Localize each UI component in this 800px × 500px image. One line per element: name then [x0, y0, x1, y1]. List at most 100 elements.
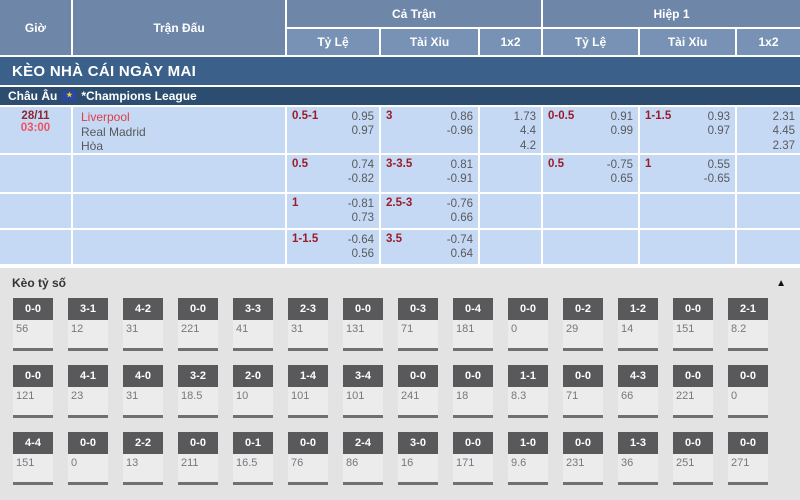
home-team-name[interactable]: Liverpool	[81, 110, 130, 124]
ft-overunder-cell[interactable]: 2.5-3 -0.76 0.66	[381, 194, 478, 228]
score-odds-cell[interactable]: 4-4 151	[13, 432, 53, 485]
handicap-value: 0-0.5	[548, 110, 575, 122]
odds-values: 0.95 0.97	[352, 110, 374, 153]
odds-value: -0.64	[347, 234, 374, 246]
h1-handicap-cell[interactable]: 0-0.5 0.91 0.99	[543, 107, 638, 153]
h1-overunder-cell[interactable]: 1 0.55 -0.65	[640, 155, 735, 192]
score-odds-cell[interactable]: 0-0 241	[398, 365, 438, 418]
score-odds-value: 31	[288, 320, 328, 351]
match-teams-cell[interactable]: Liverpool Real Madrid Hòa	[73, 107, 285, 153]
ft-handicap-cell[interactable]: 1-1.5 -0.64 0.56	[287, 230, 379, 264]
odds-value: 0.74	[351, 159, 374, 171]
match-teams-cell	[73, 230, 285, 264]
subheader-h1-1x2: 1x2	[737, 29, 800, 55]
collapse-arrow-icon[interactable]: ▲	[776, 277, 786, 289]
handicap-value: 2.5-3	[386, 197, 413, 209]
score-odds-cell[interactable]: 3-1 12	[68, 298, 108, 351]
ft-1x2-cell[interactable]: 1.73 4.4 4.2	[480, 107, 541, 153]
score-odds-cell[interactable]: 0-0 0	[68, 432, 108, 485]
odds-values: -0.74 0.64	[447, 233, 473, 264]
handicap-value: 3-3.5	[386, 158, 413, 170]
score-odds-cell[interactable]: 0-3 71	[398, 298, 438, 351]
match-time-cell: 28/11 03:00	[0, 107, 71, 153]
score-odds-cell[interactable]: 2-0 10	[233, 365, 273, 418]
score-odds-cell[interactable]: 0-0 71	[563, 365, 603, 418]
score-odds-cell[interactable]: 3-3 41	[233, 298, 273, 351]
score-odds-value: 23	[68, 387, 108, 418]
score-odds-cell[interactable]: 1-1 8.3	[508, 365, 548, 418]
score-odds-cell[interactable]: 0-0 271	[728, 432, 768, 485]
score-odds-cell[interactable]: 1-3 36	[618, 432, 658, 485]
score-odds-cell[interactable]: 3-2 18.5	[178, 365, 218, 418]
h1-overunder-cell[interactable]: 1-1.5 0.93 0.97	[640, 107, 735, 153]
ft-handicap-cell[interactable]: 1 -0.81 0.73	[287, 194, 379, 228]
odds-values: -0.81 0.73	[348, 197, 374, 228]
score-odds-cell[interactable]: 0-2 29	[563, 298, 603, 351]
score-label: 4-1	[68, 365, 108, 387]
subheader-h1-handicap: Tỷ Lệ	[543, 29, 638, 55]
score-odds-cell[interactable]: 0-0 151	[673, 298, 713, 351]
ft-overunder-cell[interactable]: 3 0.86 -0.96	[381, 107, 478, 153]
odds-value: 0.66	[450, 212, 473, 225]
score-odds-cell[interactable]: 0-0 221	[673, 365, 713, 418]
score-odds-cell[interactable]: 4-0 31	[123, 365, 163, 418]
score-odds-cell[interactable]: 0-1 16.5	[233, 432, 273, 485]
ft-overunder-cell[interactable]: 3-3.5 0.81 -0.91	[381, 155, 478, 192]
score-odds-cell[interactable]: 3-4 101	[343, 365, 383, 418]
score-odds-value: 18	[453, 387, 493, 418]
score-odds-cell[interactable]: 3-0 16	[398, 432, 438, 485]
score-row: 0-0 121 4-1 23 4-0 31 3-2 18.5 2-0 10 1-4 101 3-4 101…	[0, 365, 800, 418]
score-odds-cell[interactable]: 0-0 231	[563, 432, 603, 485]
ft-handicap-cell[interactable]: 0.5-1 0.95 0.97	[287, 107, 379, 153]
score-odds-cell[interactable]: 0-0 131	[343, 298, 383, 351]
score-label: 3-1	[68, 298, 108, 320]
score-odds-cell[interactable]: 0-0 56	[13, 298, 53, 351]
score-odds-cell[interactable]: 0-4 181	[453, 298, 493, 351]
score-odds-cell[interactable]: 0-0 171	[453, 432, 493, 485]
score-odds-cell[interactable]: 1-0 9.6	[508, 432, 548, 485]
score-odds-cell[interactable]: 0-0 251	[673, 432, 713, 485]
score-odds-value: 221	[178, 320, 218, 351]
score-odds-value: 14	[618, 320, 658, 351]
score-odds-cell[interactable]: 4-3 66	[618, 365, 658, 418]
h1-overunder-cell	[640, 230, 735, 264]
ft-handicap-cell[interactable]: 0.5 0.74 -0.82	[287, 155, 379, 192]
away-team-name[interactable]: Real Madrid	[81, 124, 146, 139]
h1-handicap-cell[interactable]: 0.5 -0.75 0.65	[543, 155, 638, 192]
score-odds-cell[interactable]: 0-0 221	[178, 298, 218, 351]
h1-1x2-cell[interactable]: 2.31 4.45 2.37	[737, 107, 800, 153]
score-odds-cell[interactable]: 1-2 14	[618, 298, 658, 351]
score-odds-cell[interactable]: 0-0 121	[13, 365, 53, 418]
score-odds-cell[interactable]: 2-1 8.2	[728, 298, 768, 351]
subheader-ft-handicap: Tỷ Lệ	[287, 29, 379, 55]
score-odds-value: 151	[13, 454, 53, 485]
score-odds-cell[interactable]: 0-0 0	[508, 298, 548, 351]
score-odds-cell[interactable]: 1-4 101	[288, 365, 328, 418]
score-odds-cell[interactable]: 0-0 18	[453, 365, 493, 418]
score-label: 0-3	[398, 298, 438, 320]
score-label: 0-0	[563, 432, 603, 454]
score-odds-value: 31	[123, 320, 163, 351]
handicap-value: 0.5	[548, 158, 564, 170]
score-odds-cell[interactable]: 2-2 13	[123, 432, 163, 485]
score-odds-value: 9.6	[508, 454, 548, 485]
score-odds-cell[interactable]: 0-0 76	[288, 432, 328, 485]
score-label: 3-0	[398, 432, 438, 454]
score-odds-cell[interactable]: 2-4 86	[343, 432, 383, 485]
score-odds-cell[interactable]: 0-0 0	[728, 365, 768, 418]
ft-overunder-cell[interactable]: 3.5 -0.74 0.64	[381, 230, 478, 264]
score-label: 0-0	[68, 432, 108, 454]
match-teams-cell	[73, 155, 285, 192]
score-label: 4-4	[13, 432, 53, 454]
league-row[interactable]: Châu Âu ★ *Champions League	[0, 87, 800, 105]
score-odds-cell[interactable]: 0-0 211	[178, 432, 218, 485]
h1-1x2-cell	[737, 155, 800, 192]
section-banner-tomorrow-odds: KÈO NHÀ CÁI NGÀY MAI	[0, 57, 800, 85]
score-odds-cell[interactable]: 4-2 31	[123, 298, 163, 351]
score-label: 2-4	[343, 432, 383, 454]
match-odds-grid: 28/11 03:00 Liverpool Real Madrid Hòa 0.5-1 0.…	[0, 107, 800, 264]
score-odds-cell[interactable]: 4-1 23	[68, 365, 108, 418]
odds-value: 0.65	[610, 173, 633, 186]
1x2-value: 4.45	[772, 125, 795, 138]
score-odds-cell[interactable]: 2-3 31	[288, 298, 328, 351]
